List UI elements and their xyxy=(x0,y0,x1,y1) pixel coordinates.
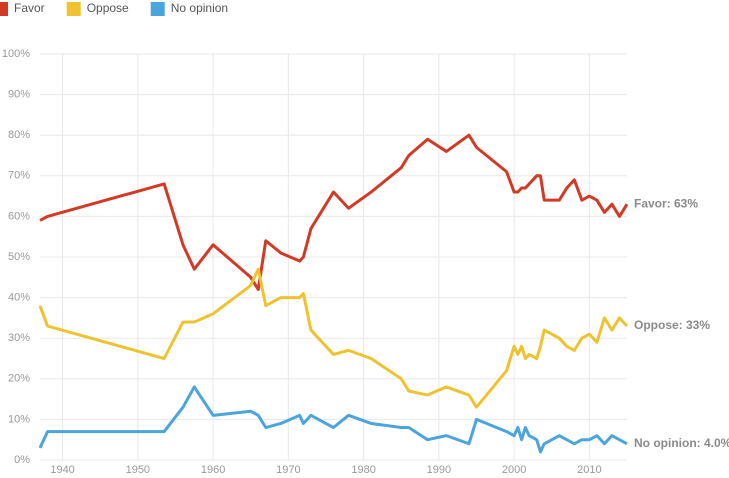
y-tick-label: 30% xyxy=(8,332,30,344)
legend-label: Oppose xyxy=(87,1,129,15)
y-tick-label: 100% xyxy=(2,48,30,60)
y-tick-label: 80% xyxy=(8,129,30,141)
legend-swatch xyxy=(66,2,81,16)
y-tick-label: 70% xyxy=(8,170,30,182)
x-tick-label: 1940 xyxy=(50,464,74,476)
series-line xyxy=(38,385,628,454)
y-tick-label: 90% xyxy=(8,89,30,101)
series-line xyxy=(38,267,629,409)
y-tick-label: 10% xyxy=(8,413,30,425)
y-tick-label: 40% xyxy=(8,292,30,304)
end-label: Oppose: 33% xyxy=(634,318,710,332)
legend-label: Favor xyxy=(14,1,45,15)
legend-label: No opinion xyxy=(171,1,228,15)
x-tick-label: 1970 xyxy=(276,464,300,476)
y-tick-label: 60% xyxy=(8,210,30,222)
end-label: Favor: 63% xyxy=(634,196,698,210)
end-label: No opinion: 4.0% xyxy=(634,436,729,450)
y-tick-label: 0% xyxy=(14,454,30,466)
x-tick-label: 1980 xyxy=(351,464,375,476)
x-tick-label: 1990 xyxy=(427,464,451,476)
x-tick-label: 1960 xyxy=(201,464,225,476)
y-tick-label: 50% xyxy=(8,251,30,263)
x-tick-label: 2000 xyxy=(502,464,526,476)
y-tick-label: 20% xyxy=(8,373,30,385)
legend-swatch xyxy=(0,2,8,16)
x-tick-label: 1950 xyxy=(126,464,150,476)
x-tick-label: 2010 xyxy=(577,464,601,476)
series-line xyxy=(39,133,629,291)
legend-swatch xyxy=(150,2,165,16)
